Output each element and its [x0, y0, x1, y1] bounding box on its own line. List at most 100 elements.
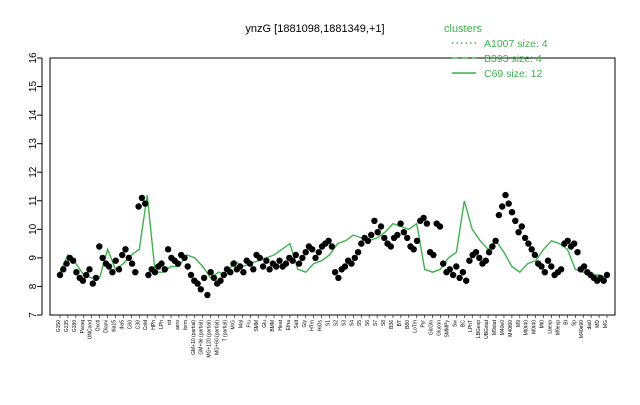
x-tick-label: GM+Ile (partial) — [199, 320, 205, 355]
x-tick-label: C60 — [127, 320, 133, 329]
x-tick-label: M9exp — [555, 320, 561, 335]
data-point — [354, 249, 362, 256]
series-line-0 — [59, 194, 608, 279]
x-tick-label: MG+120 (partial) — [207, 320, 213, 358]
x-tick-label: LPhT — [468, 320, 474, 332]
x-tick-label: Fru — [246, 320, 252, 328]
points-layer — [56, 191, 611, 299]
data-point — [89, 280, 97, 287]
data-point — [161, 266, 168, 273]
chart-title: ynzG [1881098,1881349,+1] — [245, 23, 384, 35]
x-tick-label: G135 — [64, 320, 70, 332]
data-point — [227, 269, 234, 276]
data-point — [541, 269, 548, 276]
data-point — [236, 263, 244, 270]
x-tick-label: G180 — [72, 320, 78, 332]
data-point — [299, 254, 306, 262]
data-point — [502, 191, 509, 199]
y-tick-label: 14 — [28, 109, 39, 121]
data-point — [387, 243, 394, 250]
data-point — [548, 263, 555, 270]
x-tick-label: dia0 — [587, 320, 593, 330]
x-tick-label: HPh — [151, 320, 157, 330]
data-point — [207, 269, 214, 276]
x-tick-label: S1 — [326, 320, 332, 326]
data-point — [482, 257, 489, 264]
data-point — [538, 263, 545, 270]
data-point — [204, 291, 211, 299]
data-point — [335, 274, 342, 282]
data-point — [600, 277, 607, 284]
data-point — [174, 260, 182, 267]
data-point — [518, 223, 525, 230]
data-point — [210, 274, 218, 282]
x-tick-label: Lbexp — [548, 320, 554, 334]
data-point — [69, 257, 77, 264]
x-tick-label: T (partial) — [222, 320, 228, 342]
y-tick-label: 13 — [28, 138, 39, 150]
data-point — [528, 246, 535, 253]
data-point — [358, 240, 365, 247]
data-point — [381, 234, 388, 242]
x-tick-label: SMMPy — [444, 320, 450, 338]
data-point — [302, 249, 309, 256]
data-point — [463, 277, 470, 284]
y-tick-label: 9 — [28, 255, 39, 261]
data-point — [266, 266, 273, 273]
x-tick-label: Pyr — [421, 320, 427, 328]
data-point — [273, 263, 280, 270]
x-tick-label: S6 — [365, 320, 371, 326]
data-point — [240, 269, 247, 276]
legend-entry-1: B393 size: 4 — [484, 53, 542, 65]
data-point — [351, 254, 358, 262]
data-point — [341, 263, 349, 270]
data-point — [115, 266, 123, 273]
data-point — [276, 257, 283, 264]
data-point — [99, 254, 106, 262]
data-point — [544, 257, 552, 264]
data-point — [485, 249, 493, 256]
x-tick-label: M/G — [230, 320, 236, 330]
data-point — [96, 243, 103, 250]
data-point — [574, 249, 581, 256]
data-point — [217, 277, 224, 284]
x-tick-label: S5 — [357, 320, 363, 326]
data-point — [105, 263, 113, 270]
x-tick-label: Sw — [452, 320, 458, 327]
x-tick-label: B36 — [389, 320, 395, 329]
x-tick-label: LBGexp — [476, 320, 482, 338]
x-tick-label: M9stat — [492, 319, 498, 335]
x-tick-label: Salt — [294, 319, 300, 328]
x-tick-label: UNCond — [88, 320, 94, 339]
data-point — [397, 220, 404, 227]
data-point — [145, 271, 152, 279]
data-point — [331, 269, 339, 276]
data-point — [453, 263, 460, 270]
x-tick-label: aero — [175, 320, 181, 330]
data-point — [430, 251, 437, 259]
x-tick-label: Mal — [238, 320, 244, 328]
data-point — [521, 234, 529, 242]
data-point — [492, 237, 499, 244]
data-point — [158, 260, 165, 267]
data-point — [580, 263, 588, 270]
x-tick-label: Cold — [143, 320, 149, 331]
x-tick-label: Oxctl — [96, 320, 102, 331]
x-tick-label: GM+10 (partial) — [191, 320, 197, 355]
x-tick-label: M9 — [516, 320, 522, 327]
data-point — [256, 254, 263, 262]
data-point — [315, 249, 322, 256]
x-tick-label: S4 — [349, 320, 355, 326]
data-point — [495, 211, 503, 219]
x-tick-label: M40e0 — [500, 320, 506, 336]
data-point — [86, 266, 93, 273]
data-point — [466, 257, 473, 264]
x-tick-label: HTm — [310, 320, 316, 331]
x-tick-label: M40e90 — [579, 320, 585, 338]
data-point — [109, 269, 116, 276]
data-point — [263, 257, 270, 264]
data-point — [230, 260, 237, 267]
x-tick-label: BMM — [270, 320, 276, 332]
data-point — [83, 271, 90, 279]
x-tick-label: dia5 — [119, 320, 125, 330]
